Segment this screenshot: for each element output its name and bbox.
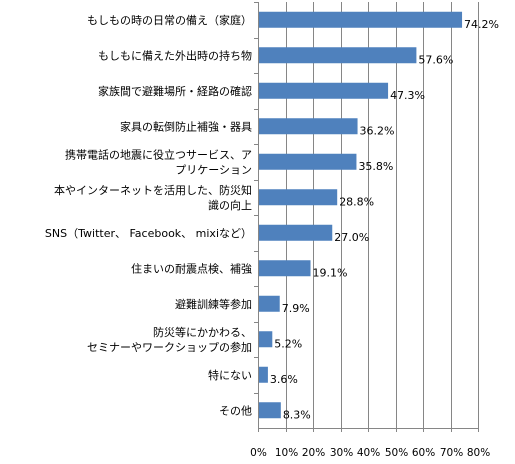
bar (259, 47, 417, 64)
data-label: 28.8% (339, 195, 374, 208)
x-tick-label: 20% (302, 447, 325, 459)
category-label: 防災等にかかわる、セミナーやワークショップの参加 (87, 325, 252, 354)
data-label: 27.0% (334, 231, 369, 244)
x-tick-label: 60% (412, 447, 435, 459)
category-label: 避難訓練等参加 (175, 297, 252, 311)
category-label: SNS（Twitter、 Facebook、 mixiなど） (45, 227, 252, 240)
bar (259, 153, 357, 170)
x-tick-label: 0% (250, 447, 267, 459)
category-label: もしもの時の日常の備え（家庭） (87, 13, 252, 27)
x-tick-label: 70% (440, 447, 463, 459)
bar (259, 295, 280, 312)
bar (259, 11, 463, 28)
bar (259, 224, 333, 241)
x-tick-label: 30% (330, 447, 353, 459)
category-label: 本やインターネットを活用した、防災知識の向上 (54, 183, 252, 212)
category-label: 家具の転倒防止補強・器具 (120, 119, 252, 133)
label-layer: 0% 10% 20% 30% 40% 50% 60% 70% 80% もしもの時の日常の備え（家庭… (45, 13, 499, 459)
data-label: 57.6% (418, 53, 453, 66)
data-label: 47.3% (390, 89, 425, 102)
data-label: 3.6% (270, 373, 298, 386)
data-label: 5.2% (274, 337, 302, 350)
data-label: 35.8% (358, 160, 393, 173)
x-tick-label: 50% (385, 447, 408, 459)
axis-layer (254, 2, 479, 432)
bar (259, 402, 281, 419)
data-label: 19.1% (313, 266, 348, 279)
bar (259, 366, 268, 383)
category-label: もしもに備えた外出時の持ち物 (98, 48, 252, 62)
category-label: 特にない (208, 368, 252, 382)
x-tick-label: 40% (357, 447, 380, 459)
data-label: 74.2% (464, 18, 499, 31)
bar (259, 82, 389, 99)
data-label: 8.3% (283, 408, 311, 421)
category-label: その他 (219, 404, 252, 417)
bar-layer (259, 11, 463, 419)
bar (259, 260, 311, 277)
category-label: 住まいの耐震点検、補強 (131, 261, 252, 275)
bar (259, 331, 273, 348)
category-label: 携帯電話の地震に役立つサービス、アプリケーション (65, 147, 252, 176)
bar (259, 189, 338, 206)
category-label: 家族間で避難場所・経路の確認 (98, 84, 252, 98)
data-label: 7.9% (282, 302, 310, 315)
data-label: 36.2% (360, 124, 395, 137)
grid-layer (286, 2, 479, 428)
x-tick-label: 80% (467, 447, 490, 459)
x-tick-label: 10% (275, 447, 298, 459)
bar (259, 118, 358, 135)
